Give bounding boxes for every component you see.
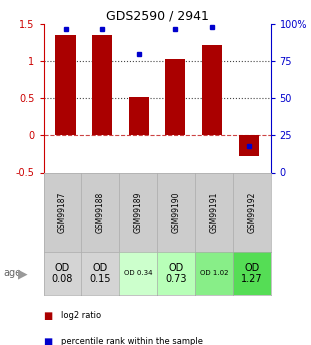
Text: OD 1.02: OD 1.02 [200, 270, 228, 276]
Text: OD
1.27: OD 1.27 [241, 263, 262, 284]
Text: ■: ■ [44, 337, 53, 345]
Text: GSM99190: GSM99190 [171, 191, 180, 233]
Text: GSM99191: GSM99191 [209, 191, 218, 233]
Bar [129, 97, 149, 135]
Text: GSM99189: GSM99189 [134, 191, 143, 233]
Text: log2 ratio: log2 ratio [61, 311, 101, 320]
Bar [92, 35, 112, 135]
Text: GSM99187: GSM99187 [58, 191, 67, 233]
Text: OD
0.15: OD 0.15 [90, 263, 111, 284]
Text: OD 0.34: OD 0.34 [124, 270, 152, 276]
Text: GSM99192: GSM99192 [247, 191, 256, 233]
Bar [55, 35, 76, 135]
Text: GSM99188: GSM99188 [96, 191, 105, 233]
Text: OD
0.08: OD 0.08 [52, 263, 73, 284]
Bar [165, 59, 185, 135]
Text: ▶: ▶ [18, 267, 27, 280]
Text: age: age [3, 268, 21, 278]
Text: percentile rank within the sample: percentile rank within the sample [61, 337, 203, 345]
Text: ■: ■ [44, 311, 53, 321]
Title: GDS2590 / 2941: GDS2590 / 2941 [106, 10, 208, 23]
Bar [202, 45, 222, 135]
Text: OD
0.73: OD 0.73 [165, 263, 187, 284]
Bar [239, 135, 259, 156]
